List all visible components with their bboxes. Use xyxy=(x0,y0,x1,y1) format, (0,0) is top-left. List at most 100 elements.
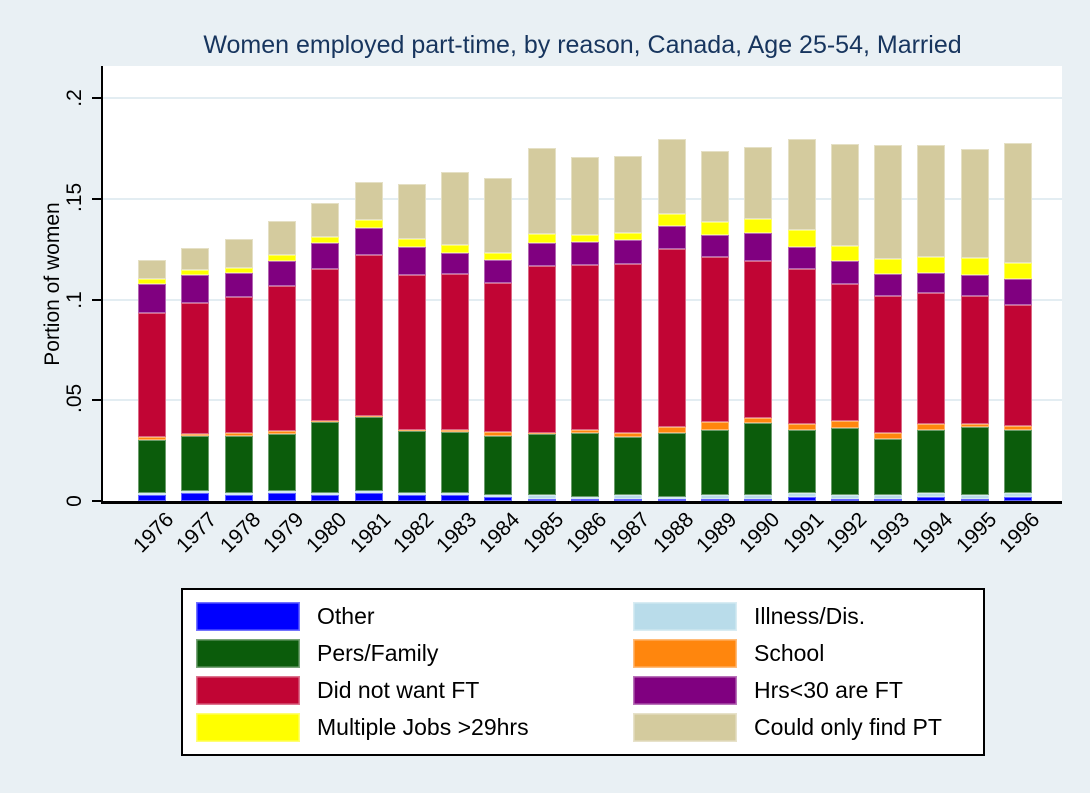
bar-segment-hrs-30-are-ft-1990 xyxy=(744,232,773,261)
bar-segment-pers-family-1982 xyxy=(397,431,426,493)
bar-segment-pers-family-1992 xyxy=(830,428,859,495)
x-tick-label-1985: 1985 xyxy=(518,508,568,558)
bar-1986 xyxy=(571,156,599,501)
bar-segment-other-1995 xyxy=(960,499,989,501)
bar-segment-could-only-find-pt-1986 xyxy=(571,156,599,235)
bar-segment-could-only-find-pt-1983 xyxy=(441,172,470,246)
bar-segment-illness-dis--1979 xyxy=(267,490,296,493)
legend-item: Illness/Dis. xyxy=(633,598,983,635)
legend-item: Pers/Family xyxy=(196,635,633,672)
bar-segment-other-1991 xyxy=(787,496,816,501)
x-tick-label-1987: 1987 xyxy=(605,508,655,558)
bar-1981 xyxy=(354,182,383,501)
bar-segment-illness-dis--1982 xyxy=(397,492,426,495)
bar-segment-school-1995 xyxy=(960,423,989,428)
bar-segment-pers-family-1980 xyxy=(311,422,340,493)
y-axis-title: Portion of women xyxy=(41,202,64,366)
bar-segment-other-1992 xyxy=(830,499,859,501)
bar-segment-did-not-want-ft-1988 xyxy=(657,249,686,428)
bar-segment-school-1978 xyxy=(224,433,253,436)
bar-segment-did-not-want-ft-1996 xyxy=(1004,305,1032,426)
bar-segment-pers-family-1989 xyxy=(700,429,729,495)
bar-segment-school-1976 xyxy=(138,437,166,440)
bar-1985 xyxy=(527,148,556,501)
bar-segment-school-1993 xyxy=(874,433,903,440)
y-tick-label: 0 xyxy=(63,495,86,507)
bar-segment-illness-dis--1980 xyxy=(311,492,340,495)
bar-segment-pers-family-1993 xyxy=(874,439,903,495)
bar-segment-hrs-30-are-ft-1994 xyxy=(917,273,946,294)
chart-title: Women employed part-time, by reason, Can… xyxy=(203,31,962,59)
bar-1977 xyxy=(181,248,210,501)
legend-swatch-school xyxy=(633,639,737,668)
y-tick-label: .15 xyxy=(63,182,86,212)
bar-segment-pers-family-1990 xyxy=(744,423,773,495)
bar-segment-school-1990 xyxy=(744,418,773,424)
bar-segment-illness-dis--1995 xyxy=(960,494,989,499)
legend-label: Illness/Dis. xyxy=(754,603,866,629)
bar-segment-illness-dis--1986 xyxy=(571,497,599,499)
bar-segment-multiple-jobs-29hrs-1992 xyxy=(830,245,859,261)
bar-1976 xyxy=(138,260,166,501)
legend-label: Hrs<30 are FT xyxy=(754,677,903,703)
bar-segment-multiple-jobs-29hrs-1994 xyxy=(917,257,946,274)
bar-segment-other-1983 xyxy=(441,494,470,501)
x-tick-label-1978: 1978 xyxy=(215,508,265,558)
bar-segment-pers-family-1979 xyxy=(267,433,296,491)
y-tick-label: .1 xyxy=(63,290,86,309)
bar-segment-did-not-want-ft-1977 xyxy=(181,303,210,435)
bar-1994 xyxy=(917,145,946,501)
bar-segment-other-1996 xyxy=(1004,496,1032,501)
bar-segment-hrs-30-are-ft-1991 xyxy=(787,246,816,269)
bar-segment-school-1987 xyxy=(614,433,643,438)
bar-segment-multiple-jobs-29hrs-1993 xyxy=(874,258,903,275)
x-tick-label-1992: 1992 xyxy=(821,508,872,558)
y-tick xyxy=(92,197,101,200)
bar-segment-other-1985 xyxy=(527,499,556,501)
legend-swatch-multiple-jobs-29hrs xyxy=(196,713,300,742)
bar-segment-could-only-find-pt-1985 xyxy=(527,148,556,234)
bar-segment-other-1977 xyxy=(181,492,210,501)
bar-1978 xyxy=(224,239,253,501)
bar-segment-hrs-30-are-ft-1983 xyxy=(441,252,470,275)
bar-segment-other-1994 xyxy=(917,496,946,501)
bar-segment-illness-dis--1992 xyxy=(830,494,859,499)
bar-segment-did-not-want-ft-1983 xyxy=(441,274,470,430)
bar-segment-could-only-find-pt-1979 xyxy=(267,220,296,256)
bar-segment-pers-family-1977 xyxy=(181,435,210,491)
bar-segment-other-1982 xyxy=(397,494,426,501)
bar-segment-school-1977 xyxy=(181,434,210,436)
x-tick-label-1984: 1984 xyxy=(475,508,525,558)
legend-item: School xyxy=(633,635,983,672)
bar-segment-multiple-jobs-29hrs-1995 xyxy=(960,257,989,276)
bar-segment-illness-dis--1984 xyxy=(484,494,513,497)
bar-segment-pers-family-1995 xyxy=(960,427,989,495)
bar-segment-multiple-jobs-29hrs-1996 xyxy=(1004,263,1032,280)
bar-segment-did-not-want-ft-1979 xyxy=(267,286,296,432)
bar-1979 xyxy=(267,220,296,501)
bar-segment-did-not-want-ft-1976 xyxy=(138,312,166,438)
x-tick-label-1979: 1979 xyxy=(258,508,309,558)
y-tick xyxy=(92,500,101,502)
bar-segment-school-1994 xyxy=(917,424,946,430)
bar-segment-multiple-jobs-29hrs-1990 xyxy=(744,219,773,233)
bar-segment-illness-dis--1993 xyxy=(874,494,903,499)
bar-segment-did-not-want-ft-1986 xyxy=(571,265,599,430)
bar-segment-hrs-30-are-ft-1995 xyxy=(960,275,989,297)
bar-segment-illness-dis--1991 xyxy=(787,492,816,497)
bar-segment-could-only-find-pt-1994 xyxy=(917,145,946,258)
bar-segment-multiple-jobs-29hrs-1988 xyxy=(657,214,686,227)
bar-1982 xyxy=(397,183,426,501)
bar-segment-multiple-jobs-29hrs-1978 xyxy=(224,267,253,274)
bar-segment-hrs-30-are-ft-1979 xyxy=(267,260,296,287)
bar-segment-school-1983 xyxy=(441,429,470,433)
bar-segment-school-1980 xyxy=(311,420,340,423)
bar-segment-could-only-find-pt-1977 xyxy=(181,248,210,270)
bar-segment-school-1981 xyxy=(354,415,383,418)
legend-swatch-other xyxy=(196,602,300,631)
bar-segment-school-1988 xyxy=(657,427,686,434)
bar-1993 xyxy=(874,145,903,501)
bar-segment-did-not-want-ft-1980 xyxy=(311,269,340,421)
bar-segment-pers-family-1984 xyxy=(484,435,513,495)
plot-area xyxy=(103,66,1062,501)
